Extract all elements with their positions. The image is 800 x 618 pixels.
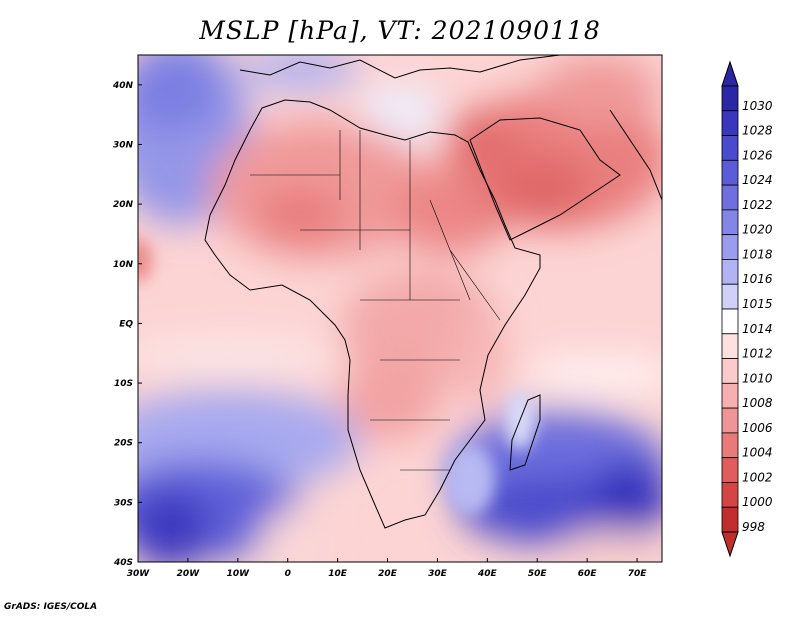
lon-label: 0: [285, 569, 291, 579]
colorbar-label: 1006: [742, 421, 773, 435]
arabia-coastline: [469, 117, 621, 241]
borders: [250, 130, 501, 471]
colorbar-label: 1010: [742, 371, 773, 385]
colorbar-label: 1002: [742, 470, 773, 484]
lat-label: 20S: [114, 439, 133, 449]
colorbar-swatch: [721, 358, 739, 384]
colorbar-arrow-bottom: [721, 531, 739, 558]
lat-label: 20N: [113, 200, 134, 210]
lon-label: 30E: [428, 569, 448, 579]
colorbar-label: 1004: [742, 446, 773, 460]
colorbar-swatch: [721, 407, 739, 434]
colorbar-swatch: [721, 234, 739, 260]
colorbar-swatch: [721, 85, 739, 112]
lon-label: 20W: [177, 569, 201, 579]
colorbar-swatch: [721, 382, 739, 409]
colorbar-swatch: [721, 184, 739, 211]
colorbar-label: 1030: [742, 99, 773, 113]
colorbar-label: 1018: [742, 247, 773, 261]
colorbar-swatch: [721, 457, 739, 483]
europe-coast: [239, 55, 561, 79]
colorbar-arrow-top: [721, 60, 739, 87]
colorbar-label: 1028: [742, 124, 773, 138]
lon-label: 50E: [528, 569, 548, 579]
lon-label: 30W: [127, 569, 151, 579]
lon-label: 70E: [628, 569, 648, 579]
colorbar-swatch: [721, 283, 739, 310]
colorbar-label: 1000: [742, 495, 773, 509]
colorbar-swatch: [721, 159, 739, 186]
colorbar-label: 998: [742, 520, 765, 534]
colorbar-label: 1022: [742, 198, 773, 212]
colorbar: 1030 1028 1026 1024 1022 1020 1018 1016 1015 1014…: [721, 60, 773, 558]
footer-credit: GrADS: IGES/COLA: [4, 602, 98, 612]
lat-label: 30S: [114, 498, 133, 508]
india-coast: [609, 109, 662, 201]
lat-label: 40S: [113, 558, 133, 568]
colorbar-swatch: [721, 135, 739, 161]
lon-axis-labels: 30W 20W 10W 0 10E 20E 30E 40E 50E 60E 70E: [127, 569, 647, 579]
madagascar: [509, 394, 541, 471]
colorbar-swatch: [721, 110, 739, 136]
lon-label: 10E: [328, 569, 348, 579]
colorbar-label: 1020: [742, 223, 773, 237]
lat-label: EQ: [119, 319, 133, 329]
colorbar-label: 1012: [742, 347, 773, 361]
africa-coastline: [204, 99, 541, 529]
plot-frame: [137, 54, 663, 563]
colorbar-label: 1014: [742, 322, 773, 336]
colorbar-label: 1026: [742, 148, 773, 162]
colorbar-label: 1016: [742, 272, 773, 286]
colorbar-swatch: [721, 259, 739, 285]
lon-label: 40E: [477, 569, 498, 579]
lat-label: 10S: [114, 379, 133, 389]
colorbar-label: 1015: [742, 297, 773, 311]
map-title: MSLP [hPa], VT: 2021090118: [199, 16, 601, 45]
lon-label: 60E: [578, 569, 598, 579]
lat-label: 10N: [113, 260, 134, 270]
lon-label: 20E: [378, 569, 398, 579]
colorbar-swatch: [721, 333, 739, 359]
colorbar-swatch: [721, 506, 739, 533]
coastlines: [204, 55, 662, 529]
colorbar-label: 1008: [742, 396, 773, 410]
lat-axis-labels: 40N 30N 20N 10N EQ 10S 20S 30S 40S: [112, 81, 134, 568]
colorbar-swatch: [721, 209, 739, 236]
axis-ticks: [137, 84, 638, 563]
lat-label: 40N: [112, 81, 134, 91]
colorbar-swatch: [721, 308, 739, 335]
colorbar-swatch: [721, 432, 739, 459]
colorbar-swatch: [721, 482, 739, 508]
lat-label: 30N: [113, 140, 134, 150]
colorbar-label: 1024: [742, 173, 773, 187]
lon-label: 10W: [227, 569, 251, 579]
pressure-field: [138, 55, 662, 562]
